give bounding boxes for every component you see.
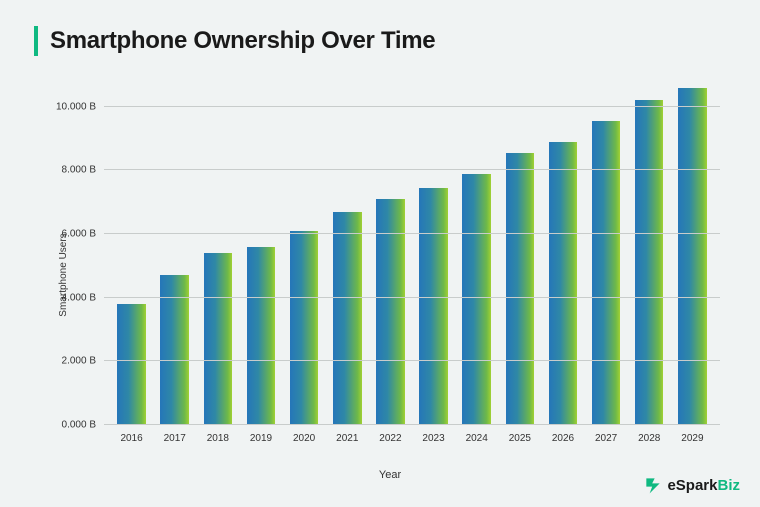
y-tick-label: 0.000 B [62,420,96,431]
y-tick-label: 2.000 B [62,356,96,367]
bar-slot: 2023 [412,75,455,425]
brand-logo-icon [643,475,663,495]
x-tick-label: 2022 [379,433,401,444]
x-tick-label: 2028 [638,433,660,444]
bar [549,142,577,425]
brand-suffix: Biz [718,477,741,494]
plot-region: 2016201720182019202020212022202320242025… [104,75,720,425]
title-accent-bar [34,26,38,56]
y-tick-label: 10.000 B [56,101,96,112]
bar [462,174,490,425]
grid-line [104,297,720,298]
bar [290,231,318,425]
bar-slot: 2025 [498,75,541,425]
bar-slot: 2028 [628,75,671,425]
bar [247,247,275,425]
brand-logo-text: eSparkBiz [667,477,740,494]
bar-slot: 2021 [326,75,369,425]
bar-slot: 2029 [671,75,714,425]
bar-slot: 2017 [153,75,196,425]
bar [592,121,620,425]
grid-line [104,360,720,361]
x-tick-label: 2024 [466,433,488,444]
x-tick-label: 2021 [336,433,358,444]
bar-slot: 2024 [455,75,498,425]
grid-line [104,169,720,170]
chart-area: Smartphone Users 20162017201820192020202… [50,75,730,475]
chart-title-container: Smartphone Ownership Over Time [34,26,435,56]
x-axis-label: Year [379,469,401,481]
bar [419,188,447,425]
bar-slot: 2018 [196,75,239,425]
grid-line [104,233,720,234]
grid-line [104,106,720,107]
y-tick-label: 6.000 B [62,229,96,240]
x-tick-label: 2020 [293,433,315,444]
bar-slot: 2022 [369,75,412,425]
x-tick-label: 2018 [207,433,229,444]
x-tick-label: 2017 [164,433,186,444]
x-tick-label: 2026 [552,433,574,444]
x-tick-label: 2023 [422,433,444,444]
bar [117,304,145,425]
brand-prefix: eSpark [667,477,717,494]
bar [506,153,534,425]
x-tick-label: 2019 [250,433,272,444]
y-tick-label: 8.000 B [62,165,96,176]
bar-slot: 2020 [283,75,326,425]
bar [678,88,706,425]
bar [204,253,232,425]
grid-line [104,424,720,425]
bar-slot: 2019 [239,75,282,425]
bar-slot: 2016 [110,75,153,425]
x-tick-label: 2029 [681,433,703,444]
bar [333,212,361,425]
x-tick-label: 2025 [509,433,531,444]
y-axis-label: Smartphone Users [58,233,69,316]
bar-slot: 2026 [541,75,584,425]
brand-logo: eSparkBiz [643,475,740,495]
x-tick-label: 2027 [595,433,617,444]
bars-container: 2016201720182019202020212022202320242025… [104,75,720,425]
x-tick-label: 2016 [120,433,142,444]
y-tick-label: 4.000 B [62,292,96,303]
bar [160,275,188,425]
chart-title: Smartphone Ownership Over Time [50,27,435,55]
bar [635,100,663,425]
bar-slot: 2027 [585,75,628,425]
